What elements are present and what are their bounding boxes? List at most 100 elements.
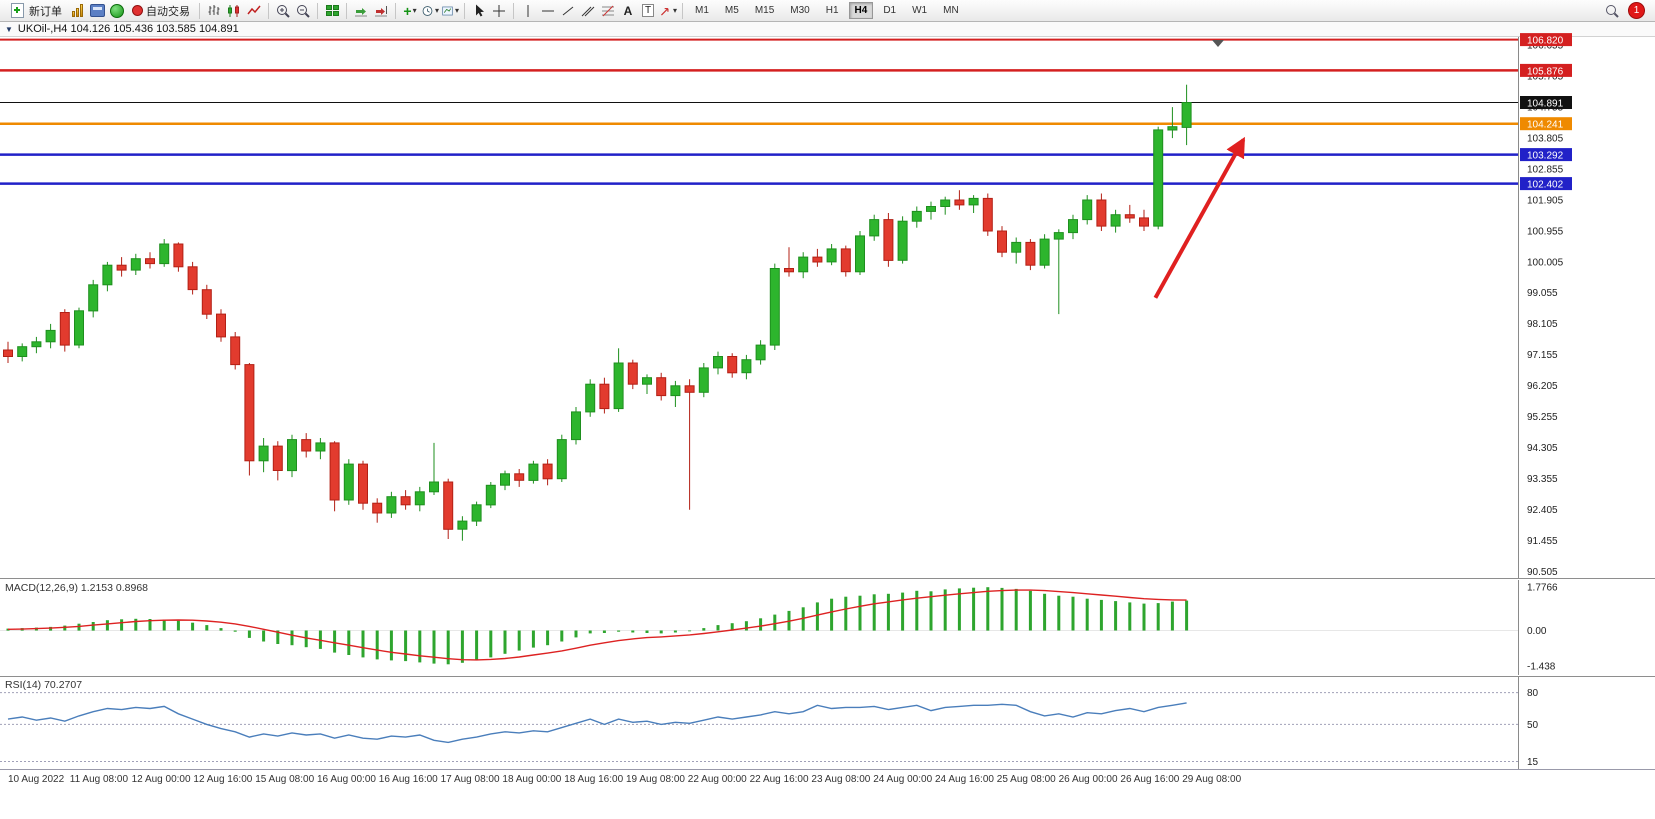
crosshair-icon[interactable] <box>490 2 508 20</box>
pane-divider[interactable] <box>0 676 1655 677</box>
periods-icon[interactable]: ▾ <box>421 2 439 20</box>
search-icon[interactable] <box>1603 2 1621 20</box>
candle-body <box>769 268 780 346</box>
price-tag-value: 106.820 <box>1527 36 1564 47</box>
price-axis-label: 100.005 <box>1527 257 1564 268</box>
candle-body <box>883 219 894 261</box>
timeframe-m30-button[interactable]: M30 <box>790 5 810 16</box>
candle-body <box>159 243 170 265</box>
macd-indicator-chart[interactable]: 1.7766 0.00 -1.438 <box>0 580 1655 675</box>
candle-body <box>45 329 56 343</box>
candle-body <box>514 473 525 481</box>
price-axis-label: 103.805 <box>1527 133 1564 144</box>
candle-body <box>145 258 155 265</box>
candle-body <box>400 496 411 506</box>
time-axis[interactable]: 10 Aug 2022 11 Aug 08:00 12 Aug 00:00 12 Au… <box>0 769 1655 819</box>
candle-body <box>244 364 255 462</box>
profiles-icon[interactable] <box>88 2 106 20</box>
candle-body <box>627 362 638 385</box>
candle-body <box>88 284 99 312</box>
zoom-out-icon[interactable] <box>294 2 312 20</box>
new-order-icon <box>8 2 26 20</box>
price-axis-label: 105.705 <box>1527 72 1564 83</box>
macd-label: MACD(12,26,9) 1.2153 0.8968 <box>5 582 149 594</box>
price-tag-value: 105.876 <box>1527 66 1564 77</box>
price-tag <box>1520 96 1572 109</box>
arrows-tool-icon[interactable]: ▾ <box>659 2 677 20</box>
price-axis-label: 99.055 <box>1527 288 1558 299</box>
new-order-label: 新订单 <box>29 5 62 18</box>
text-tool-icon[interactable]: A <box>623 3 633 18</box>
new-order-button[interactable]: 新订单 <box>4 1 66 20</box>
chart-collapse-icon[interactable]: ▼ <box>5 24 13 34</box>
timeline-label: 26 Aug 16:00 <box>1120 774 1180 785</box>
indicators-icon[interactable]: + ▾ <box>403 2 417 19</box>
price-tag <box>1520 148 1572 162</box>
toolbar-separator <box>317 2 318 19</box>
trend-annotation-arrow[interactable] <box>1153 136 1246 299</box>
candle-body <box>997 230 1007 253</box>
price-axis-label: 101.905 <box>1527 195 1564 206</box>
cursor-icon[interactable] <box>470 2 488 20</box>
timeframe-m5-button[interactable]: M5 <box>724 5 739 16</box>
price-axis-label: 96.205 <box>1527 381 1558 392</box>
auto-trading-button[interactable]: 自动交易 <box>128 1 194 20</box>
fibonacci-icon[interactable] <box>599 2 617 20</box>
candle-body <box>59 312 70 346</box>
rsi-indicator-chart[interactable]: 80 50 15 <box>0 677 1655 770</box>
timeline-label: 19 Aug 08:00 <box>626 774 685 785</box>
timeline-label: 22 Aug 00:00 <box>687 774 747 785</box>
bar-chart-icon[interactable] <box>205 2 223 20</box>
price-axis-label: 98.105 <box>1527 319 1558 330</box>
timeframe-w1-button[interactable]: W1 <box>912 5 928 16</box>
candle-body <box>812 256 823 263</box>
timeframe-mn-button[interactable]: MN <box>943 5 959 16</box>
candle-body <box>869 219 880 237</box>
candle-body <box>1139 217 1149 227</box>
candle-body <box>471 504 482 522</box>
tile-windows-icon[interactable] <box>323 2 341 20</box>
timeline-label: 22 Aug 16:00 <box>749 774 809 785</box>
vertical-line-icon[interactable] <box>519 2 537 20</box>
auto-trading-status-icon <box>132 5 143 16</box>
candlestick-chart-icon[interactable] <box>225 2 243 20</box>
candle-body <box>982 197 993 232</box>
templates-icon[interactable]: ▾ <box>441 2 459 20</box>
navigator-icon[interactable] <box>108 2 126 20</box>
rsi-label: RSI(14) 70.2707 <box>5 679 83 691</box>
timeframe-m1-button[interactable]: M1 <box>695 5 709 16</box>
timeframe-h4-button[interactable]: H4 <box>848 2 874 19</box>
candle-body <box>17 346 28 358</box>
toolbar-separator <box>268 2 269 19</box>
timeframe-m15-button[interactable]: M15 <box>754 5 775 16</box>
zoom-in-icon[interactable] <box>274 2 292 20</box>
candle-body <box>798 256 809 273</box>
price-tag <box>1520 117 1572 131</box>
rsi-scale-label: 15 <box>1527 757 1539 768</box>
candle-body <box>116 264 127 271</box>
chart-titlebar: ▼ UKOil-,H4 104.126 105.436 103.585 104.… <box>0 22 1655 37</box>
candle-body <box>1011 241 1022 253</box>
auto-scroll-icon[interactable] <box>352 2 370 20</box>
equidistant-channel-icon[interactable] <box>579 2 597 20</box>
candle-body <box>613 362 624 410</box>
text-label-tool-icon[interactable]: T <box>639 2 657 20</box>
timeline-label: 16 Aug 16:00 <box>378 774 438 785</box>
main-price-chart[interactable]: 106.655105.705104.755103.805102.855101.9… <box>0 33 1655 578</box>
notification-badge[interactable]: 1 <box>1628 2 1645 19</box>
trendline-icon[interactable] <box>559 2 577 20</box>
price-axis-label: 102.855 <box>1527 164 1564 175</box>
candle-body <box>1181 102 1192 128</box>
candle-body <box>130 258 141 271</box>
toolbar-separator <box>464 2 465 19</box>
new-chart-icon[interactable] <box>68 2 86 20</box>
pane-divider[interactable] <box>0 578 1655 579</box>
line-chart-icon[interactable] <box>245 2 263 20</box>
candle-body <box>755 344 766 361</box>
timeframe-h1-button[interactable]: H1 <box>825 5 839 16</box>
candle-body <box>542 463 553 480</box>
timeframe-d1-button[interactable]: D1 <box>883 5 897 16</box>
chart-shift-icon[interactable] <box>372 2 390 20</box>
horizontal-line-icon[interactable] <box>539 2 557 20</box>
